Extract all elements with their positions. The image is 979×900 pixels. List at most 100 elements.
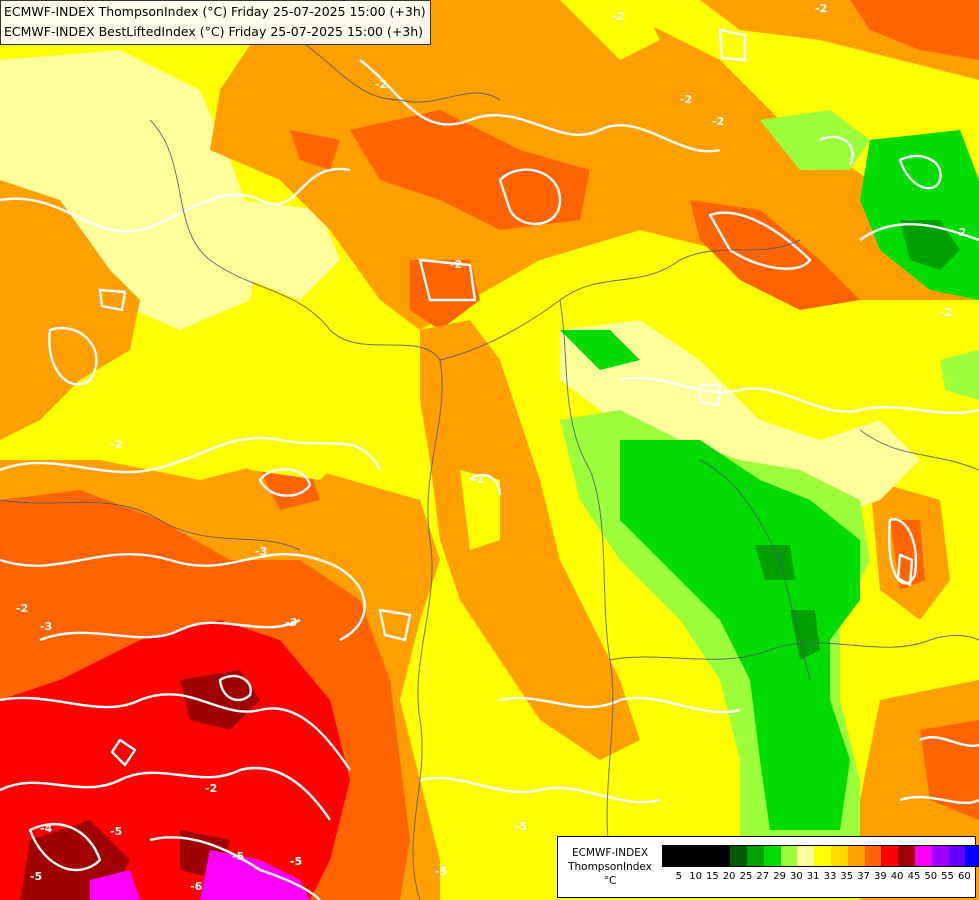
contour-label: -2 xyxy=(940,306,952,319)
contour-line xyxy=(619,376,979,415)
country-borders xyxy=(0,39,979,900)
border-line xyxy=(699,459,811,681)
legend-swatch xyxy=(830,846,848,866)
legend-swatch xyxy=(713,846,731,866)
legend-swatch xyxy=(965,846,979,866)
legend-swatch xyxy=(746,846,764,866)
orange-region xyxy=(0,180,140,440)
border-line xyxy=(149,119,443,900)
contour-line xyxy=(899,795,979,805)
green-region xyxy=(620,440,860,830)
legend-tick-label: 31 xyxy=(806,871,820,882)
dark-orange-region xyxy=(690,200,860,310)
title-thompson-index: ECMWF-INDEX ThompsonIndex (°C) Friday 25… xyxy=(4,4,426,19)
contour-line xyxy=(698,383,722,407)
contour-label: -2 xyxy=(680,93,692,106)
contour-label: -2 xyxy=(16,602,28,615)
dark-orange-region xyxy=(260,470,320,510)
contour-line xyxy=(708,211,812,270)
legend-swatch xyxy=(696,846,714,866)
dark-red-region xyxy=(180,670,260,730)
legend-color-scale xyxy=(662,845,979,867)
yellow-region xyxy=(460,470,500,550)
magenta-region xyxy=(200,850,310,900)
border-line xyxy=(859,429,979,471)
legend-title: ECMWF-INDEX ThompsonIndex °C xyxy=(562,846,658,888)
light-yellow-region xyxy=(240,200,340,300)
contour-line xyxy=(718,28,747,62)
contour-label: -3 xyxy=(255,545,267,558)
yellow-region xyxy=(560,0,660,60)
green-region xyxy=(560,330,640,370)
border-line xyxy=(439,239,801,361)
contour-line xyxy=(359,59,721,153)
contour-line xyxy=(418,258,477,302)
contour-line xyxy=(498,168,562,225)
legend-tick-label: 50 xyxy=(924,871,938,882)
contour-line xyxy=(98,288,127,312)
legend-tick-label: 35 xyxy=(840,871,854,882)
contour-label: -3 xyxy=(40,620,52,633)
border-line xyxy=(0,499,301,551)
legend-parameter: ThompsonIndex xyxy=(568,861,652,873)
contour-label: -3 xyxy=(285,616,297,629)
contour-line xyxy=(218,674,252,702)
contour-label: -5 xyxy=(515,820,527,833)
contour-label: -2 xyxy=(612,10,624,23)
contour-line xyxy=(819,135,854,166)
yellow-region xyxy=(180,350,360,480)
contour-label: -2 xyxy=(110,438,122,451)
legend-model: ECMWF-INDEX xyxy=(571,847,649,859)
light-yellow-region xyxy=(560,320,920,520)
contour-line xyxy=(0,693,351,771)
contour-line xyxy=(888,518,918,585)
contour-line xyxy=(48,327,98,386)
legend-unit: °C xyxy=(603,875,617,887)
light-yellow-region xyxy=(0,50,260,330)
contour-line xyxy=(258,468,312,497)
contour-line xyxy=(896,553,914,587)
legend-tick-label: 29 xyxy=(773,871,786,882)
contour-line xyxy=(0,553,366,642)
legend-tick-label: 37 xyxy=(857,871,870,882)
border-line xyxy=(559,299,614,861)
contour-line xyxy=(0,436,382,474)
light-green-region xyxy=(940,350,979,400)
legend-tick-label: 33 xyxy=(823,871,837,882)
contour-line xyxy=(499,696,741,714)
legend-swatch xyxy=(663,846,680,866)
light-green-region xyxy=(760,110,870,170)
legend-tick-labels: 5 10 15 20 25 27 29 30 31 33 35 37 39 40 45 50 55 60 xyxy=(662,871,973,885)
dark-green-region xyxy=(755,545,795,580)
contour-line xyxy=(469,473,502,496)
magenta-region xyxy=(90,870,140,900)
border-line xyxy=(609,635,979,661)
map-title-box: ECMWF-INDEX ThompsonIndex (°C) Friday 25… xyxy=(0,0,431,45)
contour-label: -2 xyxy=(712,115,724,128)
legend-swatch xyxy=(931,846,949,866)
contour-label: -5 xyxy=(232,850,244,863)
legend-tick-label: 25 xyxy=(739,871,753,882)
contour-line xyxy=(919,735,979,748)
contour-line xyxy=(378,608,412,642)
orange-region xyxy=(420,320,640,760)
contour-line xyxy=(39,618,301,642)
contour-label: -2 xyxy=(954,226,966,239)
legend-tick-label: 30 xyxy=(790,871,803,882)
contour-lines xyxy=(0,28,979,900)
dark-green-region xyxy=(900,220,960,270)
contour-label: -4 xyxy=(40,822,53,835)
contour-label: -5 xyxy=(30,870,42,883)
contour-line xyxy=(419,776,661,804)
legend-swatch xyxy=(730,846,747,866)
legend-swatch xyxy=(797,846,815,866)
legend-tick-label: 45 xyxy=(907,871,921,882)
legend-swatch xyxy=(814,846,831,866)
contour-label: -2 xyxy=(815,2,827,15)
legend-tick-label: 20 xyxy=(722,871,736,882)
dark-green-region xyxy=(790,610,820,660)
legend-tick-label: 39 xyxy=(873,871,887,882)
legend-tick-label: 5 xyxy=(675,871,682,882)
legend-tick-label: 15 xyxy=(706,871,719,882)
